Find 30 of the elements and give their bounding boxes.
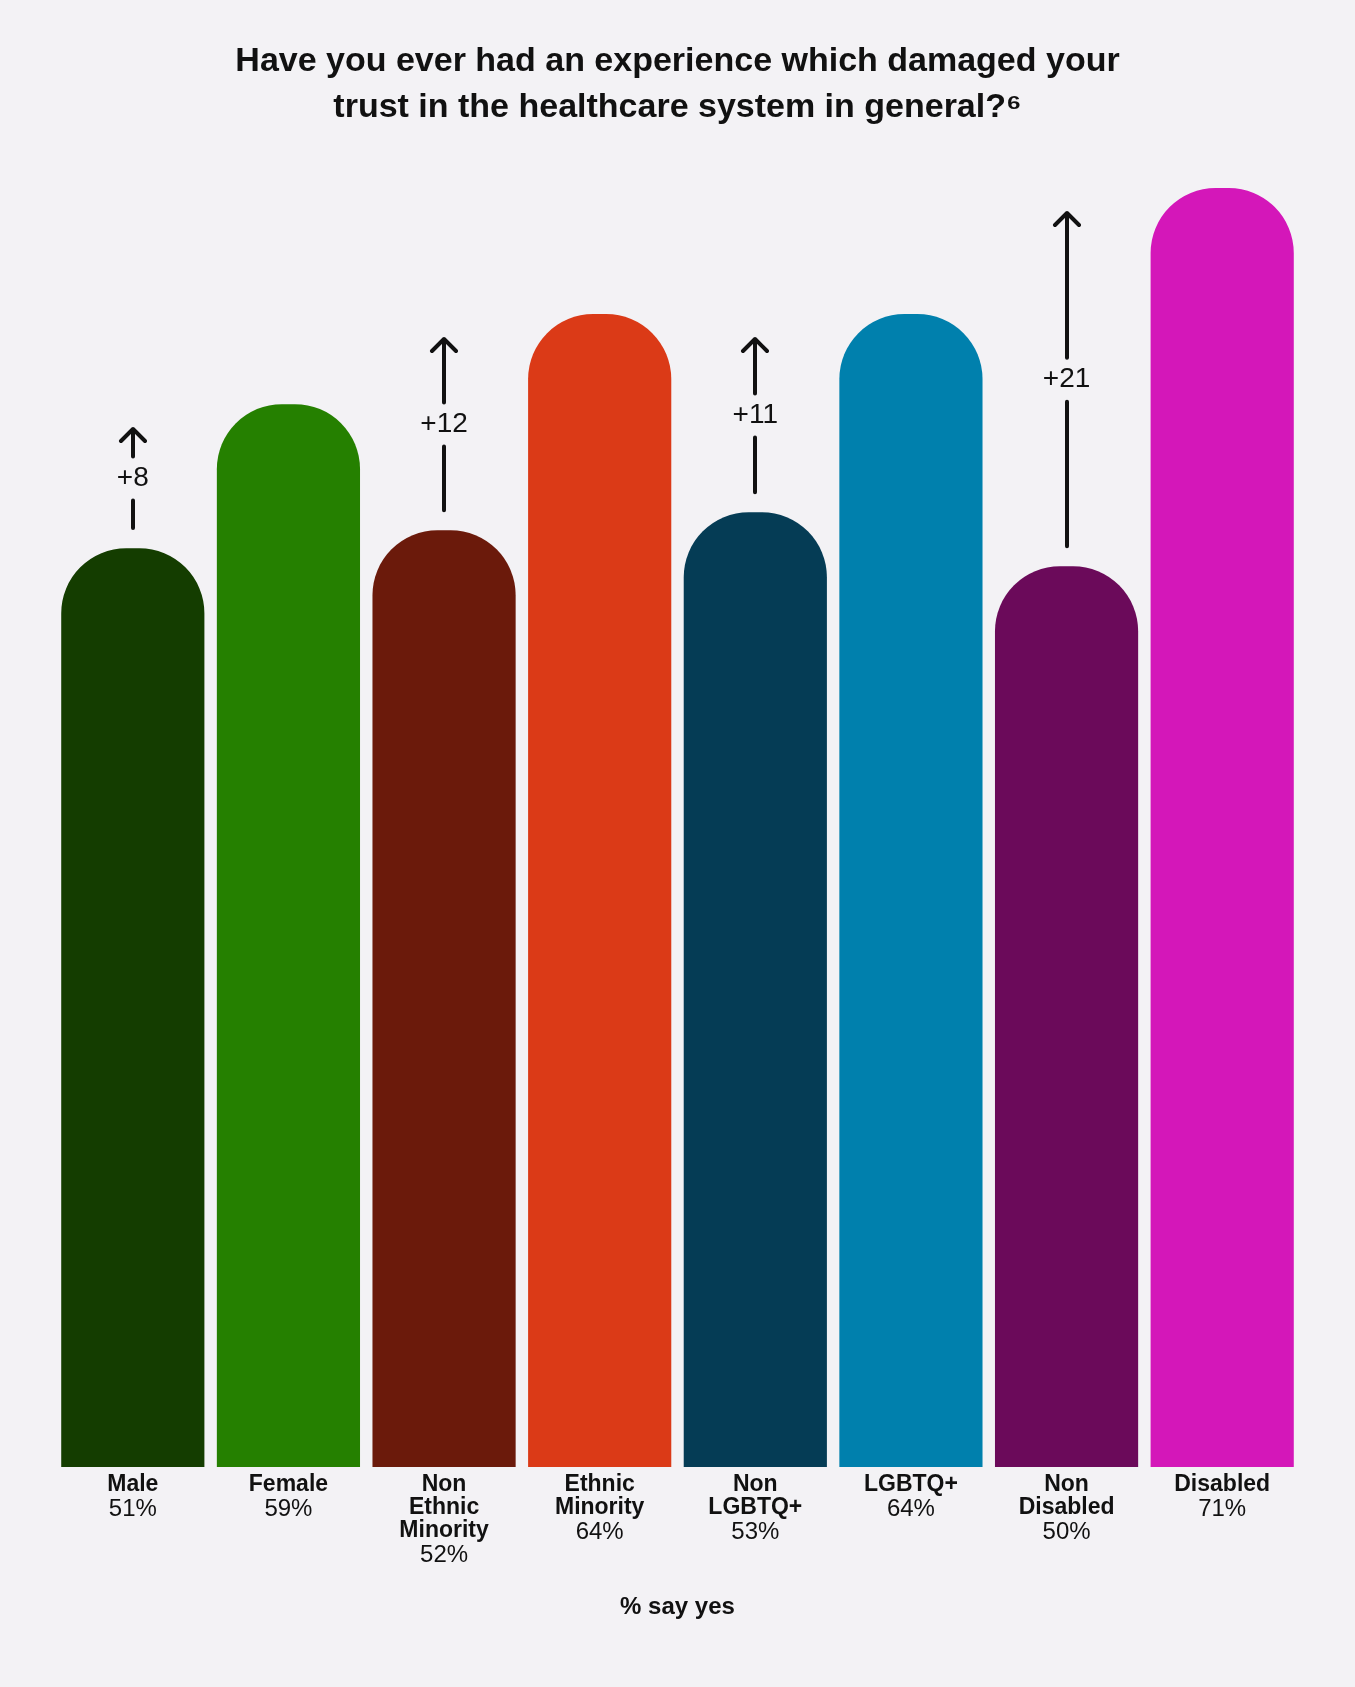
data-label: 64%	[886, 1493, 935, 1521]
bar	[683, 512, 827, 1467]
bar	[1150, 188, 1294, 1467]
x-tick-label: Non Disabled	[1018, 1469, 1115, 1519]
chart-title: Have you ever had an experience which damaged your trust in the healthcare system in general?⁶	[234, 39, 1121, 126]
x-tick-label: Male	[107, 1469, 159, 1496]
bar	[839, 314, 983, 1467]
x-tick-label: Disabled	[1174, 1469, 1271, 1496]
data-label: 50%	[1042, 1516, 1091, 1544]
data-label: 64%	[575, 1516, 624, 1544]
bar	[61, 548, 205, 1467]
bar	[216, 404, 361, 1467]
data-label: 71%	[1198, 1493, 1247, 1521]
data-label: 59%	[264, 1493, 313, 1521]
x-tick-label: Non LGBTQ+	[708, 1469, 803, 1519]
x-axis-title: % say yes	[619, 1592, 736, 1620]
bar	[994, 566, 1139, 1467]
x-tick-label: LGBTQ+	[863, 1469, 958, 1496]
annotation: +12	[420, 407, 468, 439]
annotation: +11	[732, 398, 779, 430]
bar	[372, 530, 516, 1467]
bar	[528, 314, 672, 1467]
x-tick-label: Non Ethnic Minority	[399, 1469, 489, 1542]
data-label: 51%	[108, 1493, 157, 1521]
annotation: +21	[1042, 362, 1091, 394]
annotation: +8	[116, 461, 149, 493]
data-label: 53%	[731, 1516, 780, 1544]
data-label: 52%	[420, 1539, 469, 1567]
x-tick-label: Ethnic Minority	[554, 1469, 645, 1519]
x-tick-label: Female	[248, 1469, 329, 1496]
